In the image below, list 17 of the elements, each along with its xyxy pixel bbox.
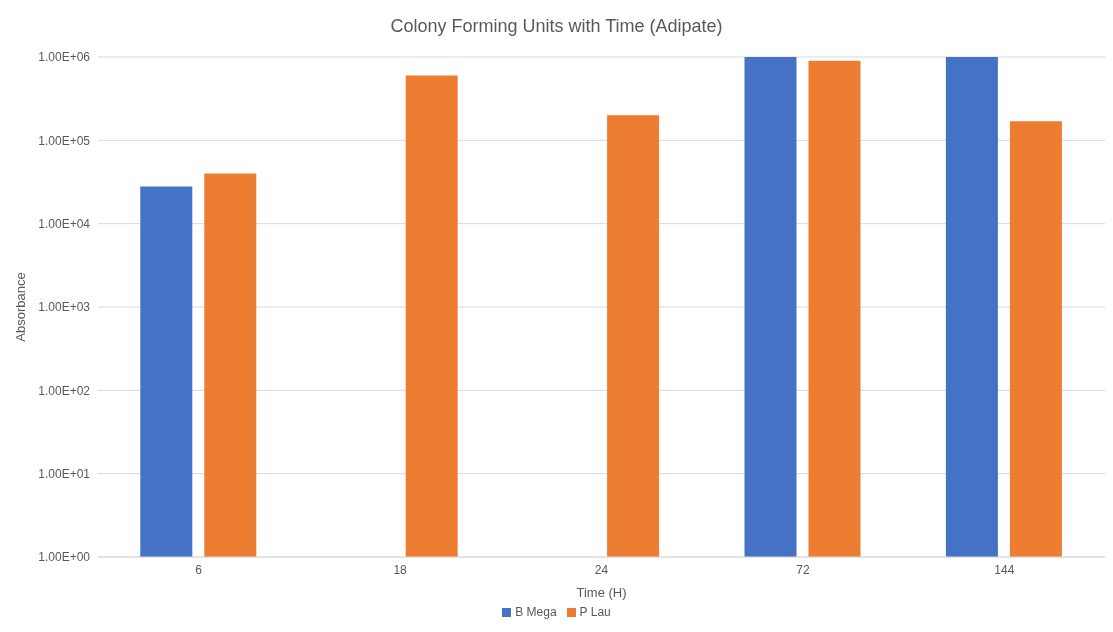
y-tick-label: 1.00E+03 [38,300,91,315]
x-tick-label: 18 [393,562,408,577]
y-tick-label: 1.00E+06 [38,50,91,65]
legend-label: P Lau [579,605,611,619]
x-axis-title: Time (H) [576,585,627,600]
x-tick-label: 72 [796,562,810,577]
y-tick-label: 1.00E+00 [38,550,91,565]
x-tick-label: 144 [994,562,1015,577]
y-tick-label: 1.00E+05 [38,133,91,148]
y-tick-label: 1.00E+04 [38,216,91,231]
chart-title: Colony Forming Units with Time (Adipate) [389,15,724,38]
x-tick-label: 24 [594,562,609,577]
y-tick-label: 1.00E+01 [38,466,91,481]
x-tick-label: 6 [195,562,203,577]
y-tick-label: 1.00E+02 [38,383,91,398]
legend-label: B Mega [515,605,557,619]
y-axis-title: Absorbance [12,272,28,342]
